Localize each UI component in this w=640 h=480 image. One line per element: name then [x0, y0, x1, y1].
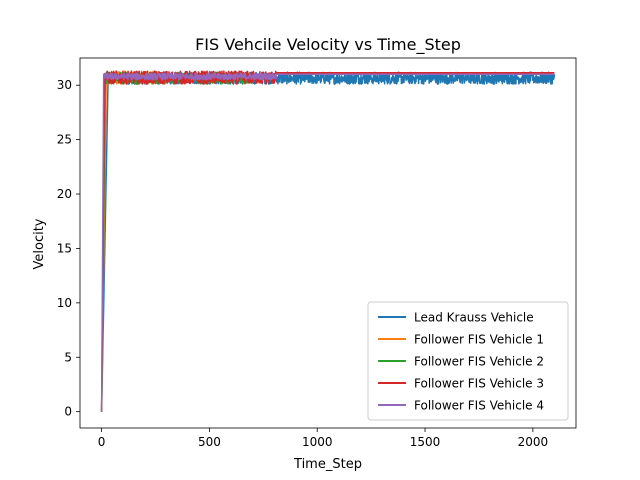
legend: Lead Krauss Vehicle Follower FIS Vehicle …: [367, 301, 569, 421]
legend-label: Lead Krauss Vehicle: [414, 311, 534, 325]
y-tick-label: 20: [57, 187, 72, 201]
legend-label: Follower FIS Vehicle 3: [414, 377, 544, 391]
series-line-5: [100, 72, 555, 412]
series-line-2: [100, 70, 167, 412]
x-tick-label: 1000: [302, 435, 333, 449]
y-tick-label: 0: [64, 405, 72, 419]
chart-title: FIS Vehcile Velocity vs Time_Step: [195, 35, 461, 55]
y-tick-label: 30: [57, 78, 72, 92]
legend-label: Follower FIS Vehicle 4: [414, 399, 544, 413]
y-tick-label: 15: [57, 241, 72, 255]
x-axis-label: Time_Step: [293, 457, 362, 472]
x-tick-label: 2000: [518, 435, 549, 449]
legend-box: [367, 301, 569, 421]
x-tick-label: 500: [198, 435, 221, 449]
y-tick-label: 25: [57, 133, 72, 147]
legend-label: Follower FIS Vehicle 2: [414, 355, 544, 369]
y-axis-label: Velocity: [32, 218, 47, 269]
legend-label: Follower FIS Vehicle 1: [414, 333, 544, 347]
x-tick-label: 1500: [410, 435, 441, 449]
y-tick-label: 10: [57, 296, 72, 310]
y-tick-label: 5: [64, 350, 72, 364]
series-line-3: [100, 71, 254, 412]
plot-frame: [79, 57, 577, 429]
axes: 0 500 1000 1500 2000 0 5 10 15 20 25 30: [57, 57, 577, 449]
plot-area: [100, 70, 556, 412]
x-tick-label: 0: [98, 435, 106, 449]
